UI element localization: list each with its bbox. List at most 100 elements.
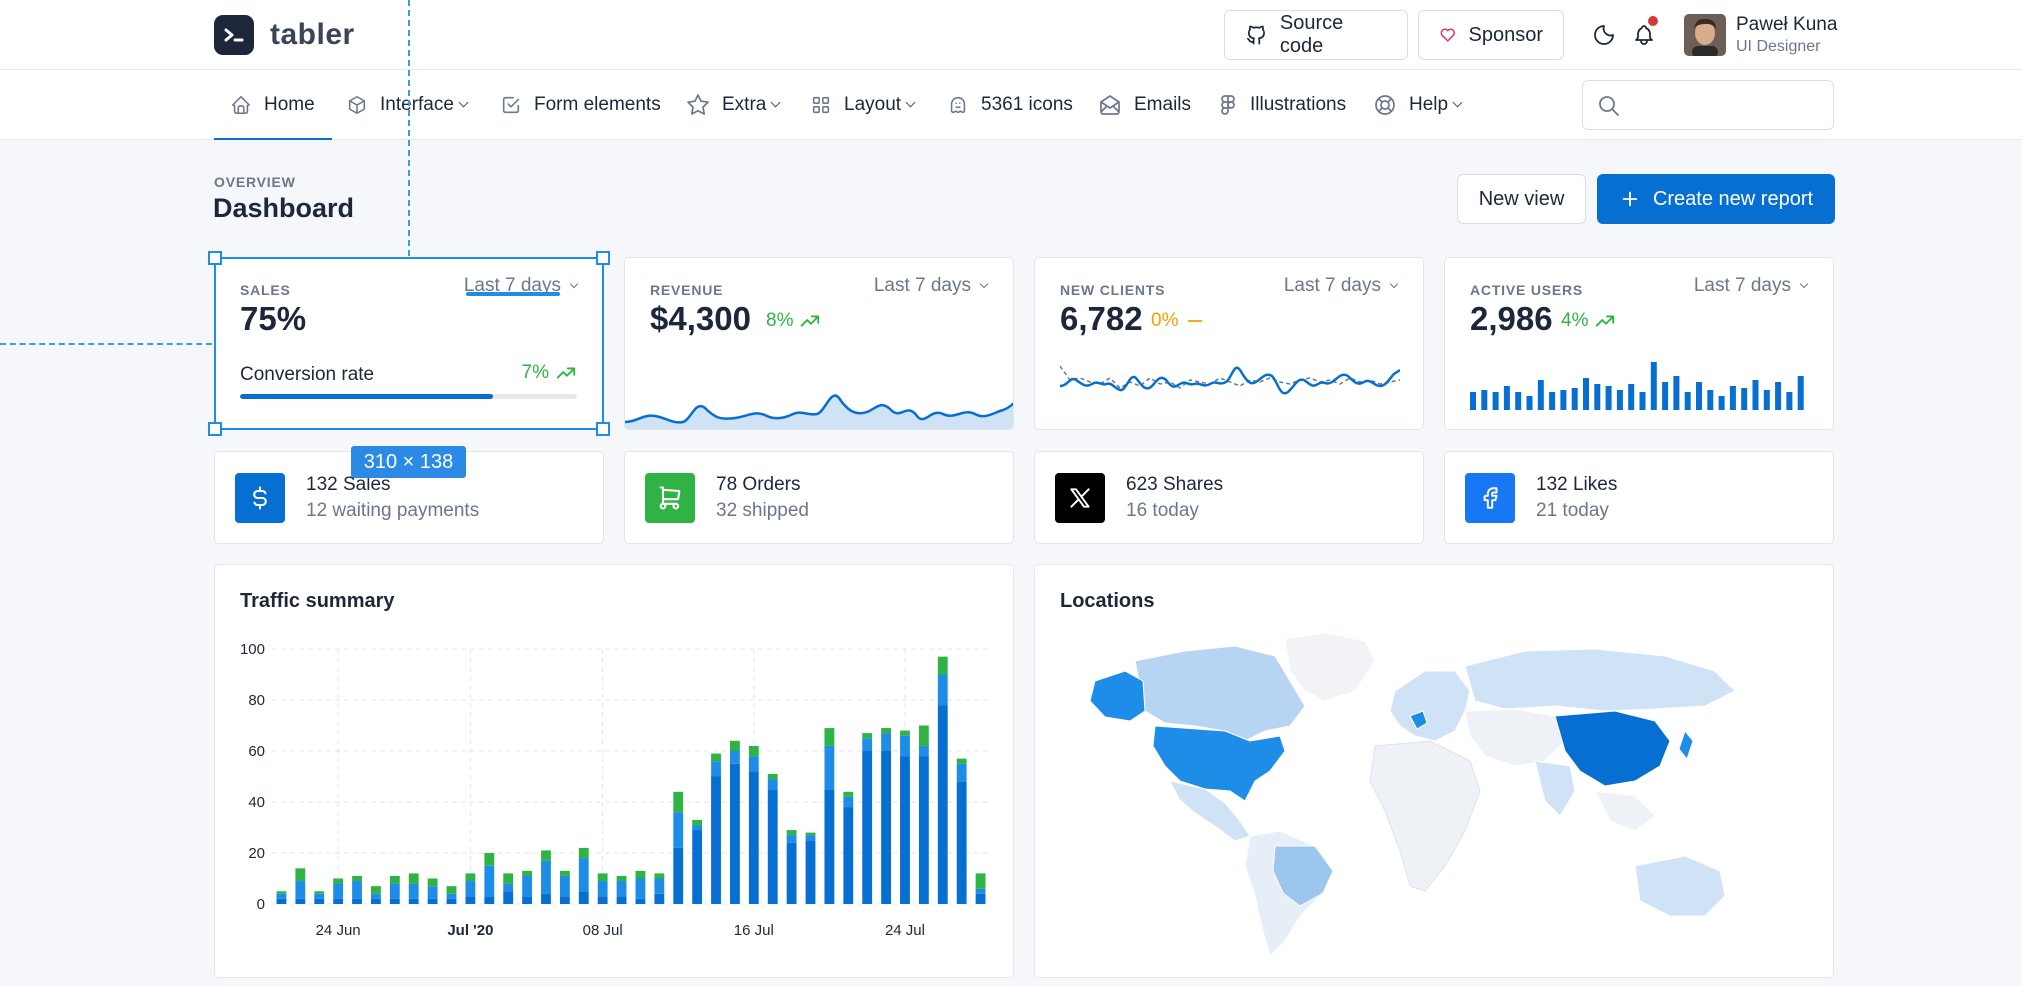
revenue-label: REVENUE [650,282,724,298]
new-view-button[interactable]: New view [1457,174,1586,224]
bar-segment [711,776,721,904]
bar-segment [276,891,287,894]
user-role: UI Designer [1736,38,1821,55]
bar-segment [597,873,608,882]
y-tick-label: 20 [248,845,265,862]
bar-segment [522,896,532,904]
nav-item-extra[interactable]: Extra [686,70,781,140]
nav-item-illustrations[interactable]: Illustrations [1218,70,1346,140]
active-users-period-dropdown[interactable]: Last 7 days [1694,275,1809,297]
bar-segment [559,875,570,897]
nav-label-emails: Emails [1134,94,1192,115]
sparkline-bar [1492,392,1499,410]
sparkline-bar [1684,392,1691,410]
new-clients-change-value: 0% [1151,310,1179,331]
sales-value: 75% [240,300,307,337]
bar-segment [352,881,362,899]
active-users-change-value: 4% [1561,310,1589,331]
sponsor-button[interactable]: Sponsor [1418,10,1564,60]
new-clients-label: NEW CLIENTS [1060,282,1166,298]
brand-logo[interactable]: tabler [214,15,355,55]
nav-item-layout[interactable]: Layout [810,70,916,140]
shares-summary-card[interactable]: 623 Shares 16 today [1034,451,1424,544]
nav-item-home[interactable]: Home [214,70,332,140]
bar-segment [295,868,306,882]
bar-segment [692,830,703,904]
dark-mode-toggle[interactable] [1589,20,1619,50]
bar-segment [956,763,967,782]
bar-segment [314,893,325,899]
sparkline-bar [1650,362,1657,410]
ghost-icon [950,96,966,114]
bar-segment [956,781,967,904]
y-tick-label: 0 [257,896,265,913]
orders-summary-title: 78 Orders [716,474,801,495]
bar-segment [371,898,381,904]
bar-segment [427,898,438,904]
new-clients-card[interactable]: NEW CLIENTS Last 7 days 6,782 0% [1034,257,1424,430]
notification-badge [1648,16,1658,26]
nav-item-emails[interactable]: Emails [1098,70,1191,140]
likes-summary-card[interactable]: 132 Likes 21 today [1444,451,1834,544]
bar-segment [276,893,287,899]
bar-segment [465,896,476,904]
sparkline-bar [1515,392,1522,410]
sparkline-bar [1605,386,1612,410]
avatar[interactable] [1684,14,1726,56]
nav-item-form-elements[interactable]: Form elements [500,70,661,140]
revenue-period-dropdown[interactable]: Last 7 days [874,275,989,297]
world-map [1089,632,1736,957]
search-input[interactable] [1582,80,1834,130]
bar-segment [824,728,835,746]
sales-period-dropdown[interactable]: Last 7 days [464,275,579,297]
bar-segment [408,883,419,899]
nav-item-icons[interactable]: 5361 icons [947,70,1073,140]
bar-segment [730,751,740,764]
likes-summary-title: 132 Likes [1536,474,1618,495]
user-name[interactable]: Paweł Kuna [1736,14,1838,35]
bar-segment [578,891,589,904]
bar-segment [484,896,495,904]
bar-segment [389,883,400,899]
bar-segment [541,860,551,894]
nav-item-help[interactable]: Help [1373,70,1463,140]
sparkline-bar [1718,396,1725,410]
bar-segment [767,773,778,780]
notifications-button[interactable] [1629,16,1659,50]
sales-card[interactable]: SALES Last 7 days 75% Conversion rate 7% [214,257,604,430]
bar-segment [918,756,929,904]
bar-segment [975,888,986,894]
source-code-button[interactable]: Source code [1224,10,1408,60]
orders-summary-card[interactable]: 78 Orders 32 shipped [624,451,1014,544]
heart-icon [1440,28,1455,42]
bar-segment [900,735,910,757]
brand-name: tabler [270,18,355,51]
active-users-card[interactable]: ACTIVE USERS Last 7 days 2,986 4% [1444,257,1834,430]
bar-segment [408,898,419,904]
new-clients-period-dropdown[interactable]: Last 7 days [1284,275,1399,297]
bar-segment [786,842,797,904]
bar-segment [522,875,532,897]
sparkline-bar [1662,382,1669,410]
conversion-change: 7% [522,362,577,384]
active-users-value: 2,986 [1470,300,1553,337]
new-clients-sparkline [1060,365,1400,395]
nav-label-interface: Interface [380,94,454,115]
bar-segment [578,847,589,859]
bar-segment [333,878,344,884]
bar-segment [295,898,306,904]
y-tick-label: 40 [248,794,265,811]
search-icon [1599,96,1619,116]
bar-segment [654,873,665,879]
package-icon [348,95,366,115]
checkbox-icon [502,96,520,114]
bar-segment [748,756,759,772]
revenue-card[interactable]: REVENUE Last 7 days $4,300 8% [624,257,1014,430]
bar-segment [559,896,570,904]
nav-item-interface[interactable]: Interface [346,70,469,140]
bar-segment [559,870,570,876]
create-report-button[interactable]: Create new report [1597,174,1835,224]
y-tick-label: 100 [240,641,265,658]
source-code-label: Source code [1279,12,1344,57]
main-navigation: Home Interface Form elements Extra Layou… [0,70,2022,140]
